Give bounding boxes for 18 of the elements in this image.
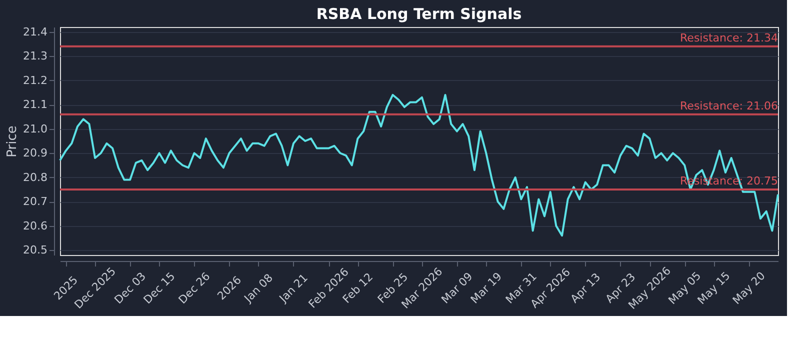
y-tick-label: 20.6 xyxy=(23,219,48,232)
ref-line-label: Resistance: 21.06 xyxy=(680,99,778,112)
y-tick-label: 20.9 xyxy=(23,146,48,160)
x-tick-label: Apr 13 xyxy=(568,270,604,306)
ref-line-label: Resistance: 21.34 xyxy=(680,31,778,44)
y-tick-label: 21.4 xyxy=(23,25,48,38)
y-tick-label: 21.2 xyxy=(23,74,48,87)
y-tick-label: 21.1 xyxy=(23,98,48,112)
y-tick-label: 20.8 xyxy=(23,170,48,184)
chart-title: RSBA Long Term Signals xyxy=(316,4,522,23)
x-tick-label: Jan 08 xyxy=(241,271,276,306)
y-tick-label: 21.0 xyxy=(23,122,48,136)
y-tick-label: 21.3 xyxy=(23,50,48,63)
y-tick-label: 20.5 xyxy=(23,244,48,257)
x-tick-label: Dec 26 xyxy=(176,270,213,306)
y-axis-title: Price xyxy=(5,126,20,158)
line-series xyxy=(59,94,779,237)
y-tick-label: 20.7 xyxy=(23,195,48,208)
